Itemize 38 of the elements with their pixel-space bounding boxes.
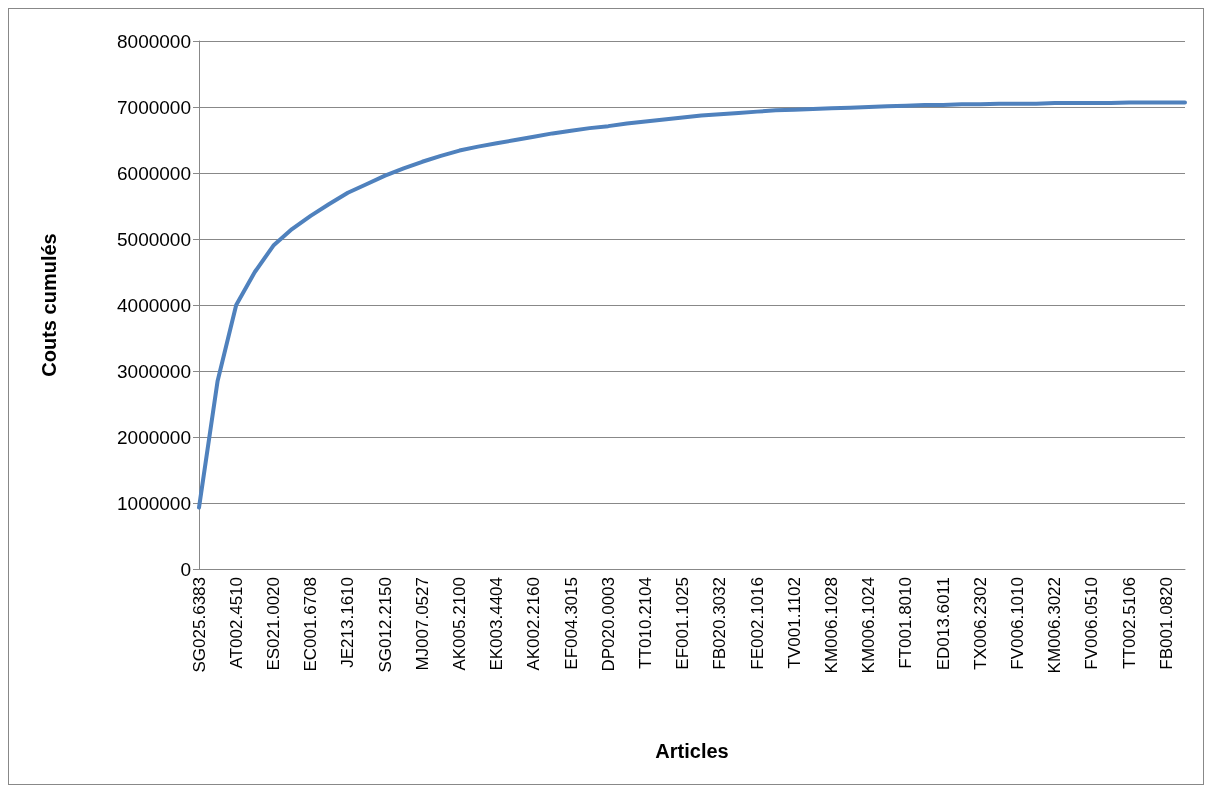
y-tick-label: 2000000 [117, 426, 191, 448]
x-tick-label: TV001.1102 [784, 577, 804, 669]
y-tick-label: 7000000 [117, 96, 191, 118]
x-tick-label: SG025.6383 [189, 577, 209, 673]
x-tick-label: AK005.2100 [449, 577, 469, 671]
x-tick-label: FV006.0510 [1082, 577, 1102, 670]
x-tick-label: EK003.4404 [487, 577, 507, 671]
y-tick-label: 4000000 [117, 294, 191, 316]
x-tick-label: ES021.0020 [263, 577, 283, 671]
y-axis-title: Couts cumulés [38, 233, 60, 377]
x-tick-label: FV006.1010 [1008, 577, 1028, 670]
x-tick-label: DP020.0003 [598, 577, 618, 672]
y-tick-label: 8000000 [117, 30, 191, 52]
x-tick-label: KM006.1028 [822, 577, 842, 674]
x-tick-label: FT001.8010 [896, 577, 916, 669]
x-tick-label: EC001.6708 [301, 577, 321, 672]
x-tick-label: KM006.3022 [1045, 577, 1065, 674]
y-tick-label: 0 [180, 558, 191, 580]
x-tick-label: AT002.4510 [226, 577, 246, 669]
x-tick-label: FB001.0820 [1156, 577, 1176, 670]
x-tick-label: EF004.3015 [561, 577, 581, 670]
x-tick-label: ED013.6011 [933, 577, 953, 671]
x-tick-label: SG012.2150 [375, 577, 395, 673]
x-tick-label: TX006.2302 [970, 577, 990, 670]
y-tick-label: 5000000 [117, 228, 191, 250]
x-tick-label: AK002.2160 [524, 577, 544, 671]
y-tick-label: 1000000 [117, 492, 191, 514]
x-axis-title: Articles [655, 740, 729, 762]
y-tick-label: 3000000 [117, 360, 191, 382]
x-tick-label: FE002.1016 [747, 577, 767, 670]
x-tick-label: FB020.3032 [710, 577, 730, 670]
x-tick-label: JE213.1610 [338, 577, 358, 668]
x-tick-label: TT010.2104 [635, 577, 655, 669]
x-tick-label: EF001.1025 [673, 577, 693, 670]
x-tick-label: MJ007.0527 [412, 577, 432, 671]
x-tick-label: KM006.1024 [859, 577, 879, 674]
y-tick-label: 6000000 [117, 162, 191, 184]
x-tick-label: TT002.5106 [1119, 577, 1139, 669]
